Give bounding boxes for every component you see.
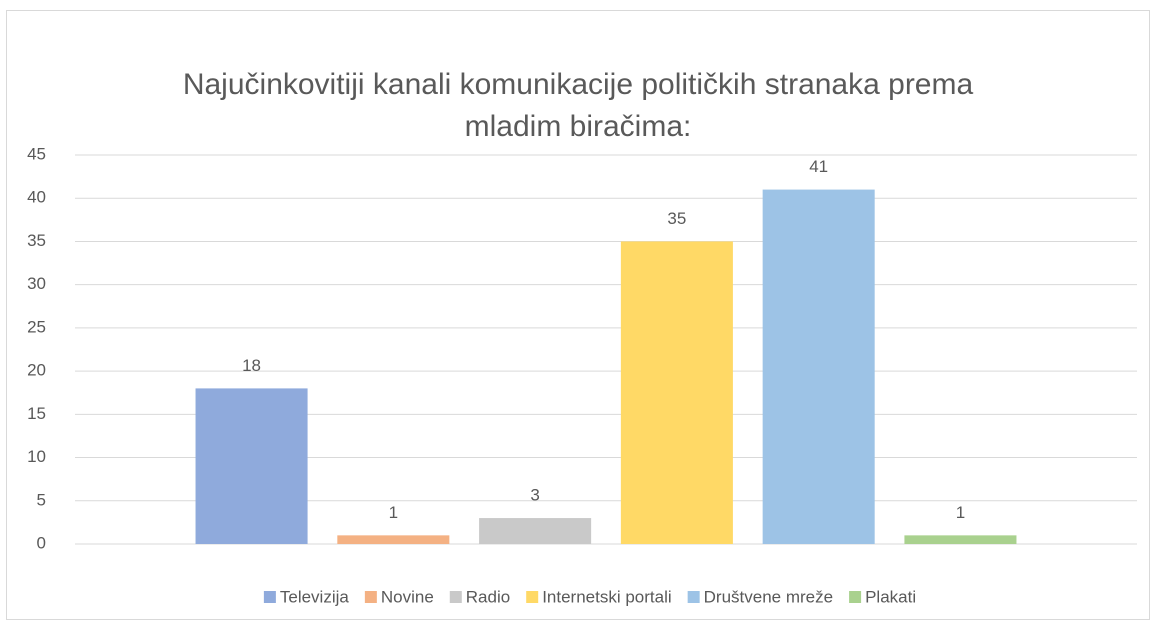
legend-label: Radio <box>466 587 510 606</box>
chart-title: mladim biračima: <box>465 110 692 143</box>
legend-label: Novine <box>381 587 434 606</box>
bar <box>195 388 308 544</box>
legend-swatch <box>526 591 539 603</box>
legend-label: Internetski portali <box>542 587 671 606</box>
y-tick-label: 0 <box>37 533 46 552</box>
chart-title: Najučinkovitiji kanali komunikacije poli… <box>183 68 974 101</box>
data-label: 41 <box>809 157 828 176</box>
legend-swatch <box>364 591 377 603</box>
y-tick-label: 35 <box>27 231 46 250</box>
bar <box>337 535 450 544</box>
bar <box>762 189 875 545</box>
y-tick-label: 25 <box>27 317 46 336</box>
y-tick-label: 45 <box>27 144 46 163</box>
y-tick-label: 15 <box>27 404 46 423</box>
data-label: 18 <box>242 356 261 375</box>
y-tick-label: 40 <box>27 188 46 207</box>
y-tick-label: 10 <box>27 447 46 466</box>
data-label: 3 <box>530 486 539 505</box>
legend-label: Društvene mreže <box>704 587 833 606</box>
y-tick-label: 20 <box>27 361 46 380</box>
legend-swatch <box>687 591 700 603</box>
data-label: 1 <box>956 503 965 522</box>
bar <box>904 535 1017 544</box>
bar <box>620 241 733 544</box>
legend-swatch <box>449 591 462 603</box>
data-label: 35 <box>667 209 686 228</box>
legend-label: Televizija <box>280 587 350 606</box>
legend-swatch <box>263 591 276 603</box>
y-tick-label: 30 <box>27 274 46 293</box>
legend-swatch <box>849 591 862 603</box>
bar <box>479 518 592 544</box>
data-label: 1 <box>389 503 398 522</box>
y-tick-label: 5 <box>37 490 46 509</box>
legend-label: Plakati <box>865 587 916 606</box>
